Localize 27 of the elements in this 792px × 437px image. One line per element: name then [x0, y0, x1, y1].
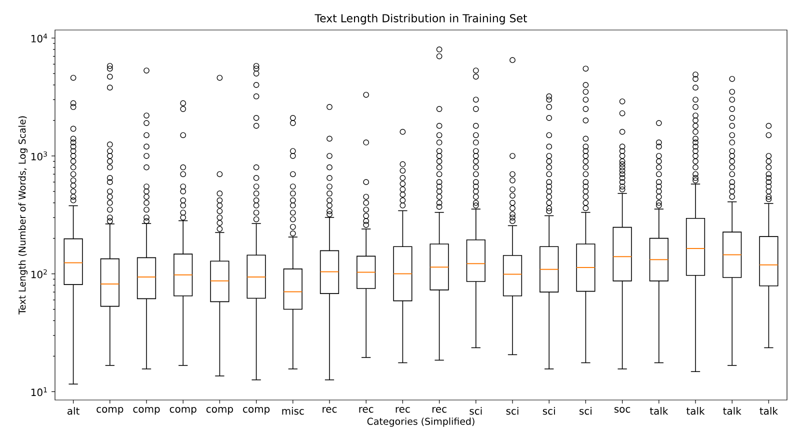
y-tick-label: 10$^{3}$	[31, 151, 47, 160]
x-axis-title: Categories (Simplified)	[367, 418, 474, 427]
y-tick-label: 10$^{1}$	[31, 387, 47, 396]
x-tick-label: sci	[506, 406, 518, 415]
x-tick-label: rec	[432, 407, 446, 413]
x-tick-label: talk	[650, 406, 668, 415]
y-tick-label: 10$^{2}$	[31, 269, 47, 278]
x-tick-label: rec	[396, 407, 410, 413]
x-tick-label: comp	[243, 407, 270, 415]
x-tick-label: rec	[322, 407, 337, 413]
x-tick-label: comp	[133, 407, 160, 415]
x-tick-label: sci	[580, 406, 592, 415]
x-tick-label: alt	[68, 406, 80, 415]
x-tick-label: rec	[359, 407, 374, 413]
x-tick-label: talk	[723, 406, 742, 415]
x-tick-label: talk	[760, 406, 778, 415]
x-tick-label: misc	[282, 406, 304, 415]
y-tick-label: 10$^{4}$	[31, 34, 48, 42]
x-tick-label: comp	[96, 407, 124, 415]
x-tick-label: talk	[686, 406, 705, 415]
x-tick-label: comp	[206, 407, 233, 415]
chart-title: Text Length Distribution in Training Set	[314, 14, 528, 24]
y-axis-title: Text Length (Number of Words, Log Scale)	[18, 116, 28, 315]
x-tick-label: comp	[170, 407, 196, 415]
x-tick-label: sci	[470, 406, 482, 415]
x-tick-label: soc	[614, 407, 630, 413]
x-tick-label: sci	[542, 406, 555, 415]
